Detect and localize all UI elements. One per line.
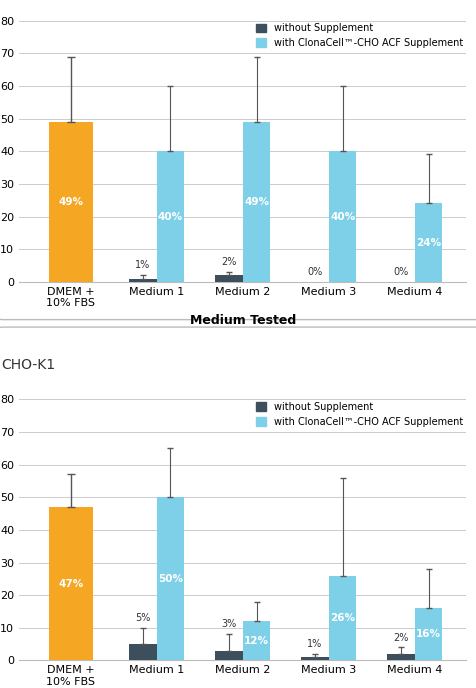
Text: 3%: 3% bbox=[221, 619, 237, 630]
Text: 1%: 1% bbox=[135, 260, 150, 270]
Bar bbox=[215, 275, 243, 282]
Bar bbox=[129, 279, 157, 282]
Text: 1%: 1% bbox=[307, 639, 323, 649]
Legend: without Supplement, with ClonaCell™-CHO ACF Supplement: without Supplement, with ClonaCell™-CHO … bbox=[254, 399, 466, 429]
Legend: without Supplement, with ClonaCell™-CHO ACF Supplement: without Supplement, with ClonaCell™-CHO … bbox=[254, 20, 466, 51]
Text: 2%: 2% bbox=[221, 257, 237, 267]
Bar bbox=[157, 497, 184, 660]
Bar bbox=[243, 122, 270, 282]
Text: 40%: 40% bbox=[330, 211, 355, 222]
Text: 49%: 49% bbox=[58, 197, 83, 207]
Text: 24%: 24% bbox=[416, 237, 441, 248]
Text: 47%: 47% bbox=[58, 579, 83, 589]
Bar bbox=[329, 576, 357, 660]
Text: 0%: 0% bbox=[394, 267, 409, 277]
Text: CHO-K1: CHO-K1 bbox=[1, 358, 55, 372]
Text: 49%: 49% bbox=[244, 197, 269, 207]
Text: 50%: 50% bbox=[158, 574, 183, 584]
Bar bbox=[415, 204, 442, 282]
X-axis label: Medium Tested: Medium Tested bbox=[189, 314, 296, 327]
Text: 40%: 40% bbox=[158, 211, 183, 222]
Bar bbox=[415, 608, 442, 660]
Text: 2%: 2% bbox=[393, 632, 409, 643]
Bar bbox=[157, 151, 184, 282]
Bar bbox=[215, 651, 243, 660]
Bar bbox=[301, 657, 329, 660]
Text: 0%: 0% bbox=[307, 267, 323, 277]
Bar bbox=[129, 644, 157, 660]
Text: 12%: 12% bbox=[244, 636, 269, 646]
Bar bbox=[329, 151, 357, 282]
Bar bbox=[243, 621, 270, 660]
Text: 16%: 16% bbox=[416, 630, 441, 639]
Bar bbox=[49, 507, 93, 660]
Text: 5%: 5% bbox=[135, 613, 150, 623]
Bar bbox=[387, 654, 415, 660]
Bar bbox=[49, 122, 93, 282]
Text: 26%: 26% bbox=[330, 613, 355, 623]
